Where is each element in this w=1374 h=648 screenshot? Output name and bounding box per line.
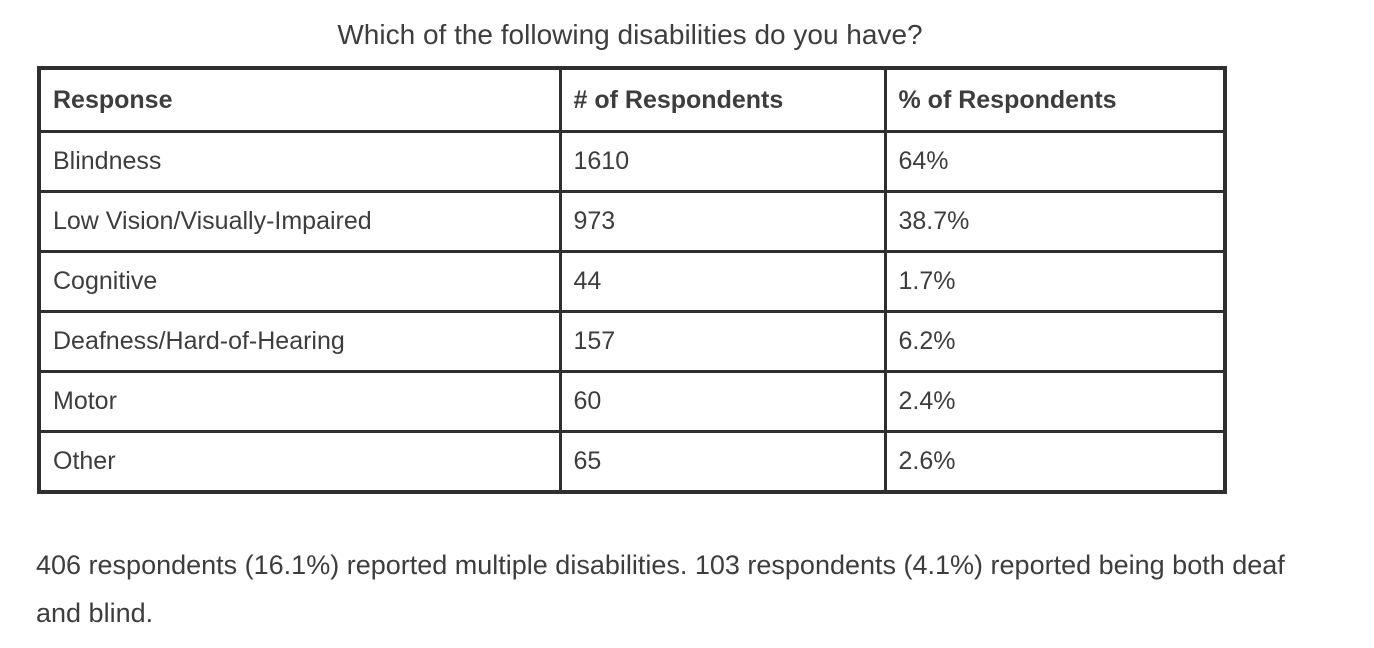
count-cell: 157: [558, 310, 887, 373]
table-header-row: Response # of Respondents % of Responden…: [37, 66, 1227, 133]
count-cell: 60: [558, 370, 887, 433]
count-cell: 973: [558, 190, 887, 253]
response-cell: Deafness/Hard-of-Hearing: [37, 310, 562, 373]
count-cell: 1610: [558, 130, 887, 193]
table-row: Motor 60 2.4%: [37, 370, 1227, 433]
column-header-percent: % of Respondents: [883, 66, 1227, 133]
disabilities-table: Response # of Respondents % of Responden…: [37, 66, 1227, 494]
count-cell: 44: [558, 250, 887, 313]
response-cell: Cognitive: [37, 250, 562, 313]
multiple-disabilities-footnote: 406 respondents (16.1%) reported multipl…: [36, 550, 1285, 628]
column-header-response: Response: [37, 66, 562, 133]
response-cell: Low Vision/Visually-Impaired: [37, 190, 562, 253]
count-cell: 65: [558, 430, 887, 494]
percent-cell: 64%: [883, 130, 1227, 193]
percent-cell: 6.2%: [883, 310, 1227, 373]
response-cell: Blindness: [37, 130, 562, 193]
percent-cell: 38.7%: [883, 190, 1227, 253]
percent-cell: 2.4%: [883, 370, 1227, 433]
table-row: Blindness 1610 64%: [37, 130, 1227, 193]
page-title: Which of the following disabilities do y…: [337, 19, 923, 50]
table-row: Low Vision/Visually-Impaired 973 38.7%: [37, 190, 1227, 253]
column-header-count: # of Respondents: [558, 66, 887, 133]
response-cell: Motor: [37, 370, 562, 433]
table-row: Cognitive 44 1.7%: [37, 250, 1227, 313]
response-cell: Other: [37, 430, 562, 494]
percent-cell: 2.6%: [883, 430, 1227, 494]
table-row: Other 65 2.6%: [37, 430, 1227, 494]
table-row: Deafness/Hard-of-Hearing 157 6.2%: [37, 310, 1227, 373]
percent-cell: 1.7%: [883, 250, 1227, 313]
